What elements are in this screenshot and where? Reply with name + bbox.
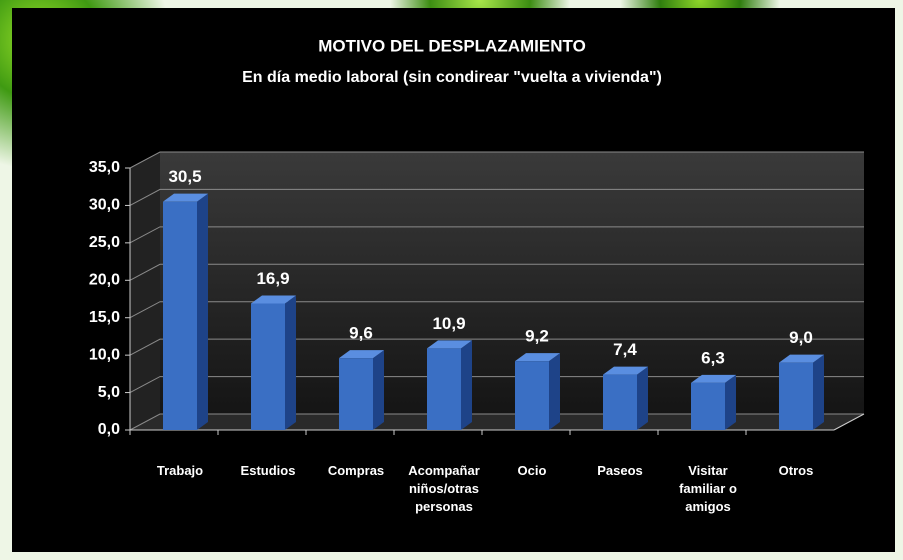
value-label: 9,0: [789, 328, 813, 347]
bar: [779, 363, 813, 430]
y-tick-label: 15,0: [89, 309, 120, 326]
value-label: 10,9: [432, 314, 465, 333]
bar: [603, 375, 637, 430]
y-tick-label: 0,0: [98, 421, 120, 438]
y-tick-label: 30,0: [89, 197, 120, 214]
x-tick-label: Acompañar niños/otras personas: [402, 462, 486, 516]
x-tick-label: Estudios: [226, 462, 310, 480]
value-label: 6,3: [701, 348, 725, 367]
x-tick-label: Visitar familiar o amigos: [666, 462, 750, 516]
bar-side: [461, 340, 472, 430]
x-tick-label: Otros: [754, 462, 838, 480]
bar-side: [549, 353, 560, 430]
bar-side: [197, 194, 208, 430]
x-tick-label: Ocio: [490, 462, 574, 480]
y-tick-label: 25,0: [89, 234, 120, 251]
bar-side: [637, 367, 648, 430]
value-label: 16,9: [256, 269, 289, 288]
bar: [427, 348, 461, 430]
bar: [251, 303, 285, 430]
y-tick-label: 20,0: [89, 272, 120, 289]
x-tick-label: Compras: [314, 462, 398, 480]
x-tick-label: Paseos: [578, 462, 662, 480]
y-tick-label: 35,0: [89, 159, 120, 176]
bar: [339, 358, 373, 430]
value-label: 7,4: [613, 340, 637, 359]
x-tick-label: Trabajo: [138, 462, 222, 480]
bar-side: [373, 350, 384, 430]
bar-side: [813, 355, 824, 430]
side-wall: [130, 152, 160, 430]
value-label: 9,2: [525, 327, 549, 346]
floor: [130, 414, 864, 430]
bar: [515, 361, 549, 430]
bar: [691, 383, 725, 430]
bar: [163, 202, 197, 430]
value-label: 9,6: [349, 324, 373, 343]
page: MOTIVO DEL DESPLAZAMIENTO En día medio l…: [0, 0, 903, 560]
bar-side: [725, 375, 736, 430]
bar-side: [285, 295, 296, 430]
value-label: 30,5: [168, 167, 201, 186]
chart-title: MOTIVO DEL DESPLAZAMIENTO: [318, 36, 586, 55]
y-tick-label: 10,0: [89, 346, 120, 363]
y-tick-label: 5,0: [98, 384, 120, 401]
chart-subtitle: En día medio laboral (sin condirear "vue…: [242, 69, 662, 86]
